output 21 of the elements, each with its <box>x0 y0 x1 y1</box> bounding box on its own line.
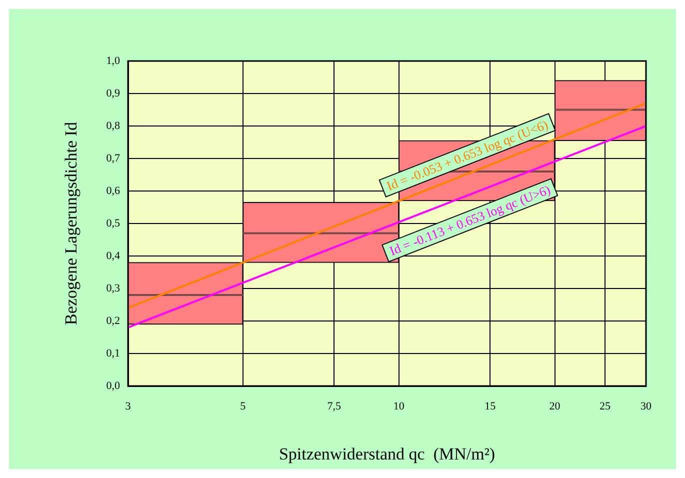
y-tick-label: 0,2 <box>106 314 120 327</box>
y-tick-label: 0,0 <box>106 380 120 392</box>
y-tick-label: 1,0 <box>106 54 120 67</box>
x-tick-label: 20 <box>549 400 561 412</box>
x-axis-title: Spitzenwiderstand qc (MN/m²) <box>278 444 496 464</box>
y-tick-label: 0,6 <box>106 184 120 197</box>
x-tick-label: 25 <box>599 400 611 412</box>
x-tick-label: 30 <box>640 400 652 412</box>
y-axis-title: Bezogene Lagerungsdichte Id <box>62 122 81 325</box>
y-tick-label: 0,7 <box>106 152 120 164</box>
y-tick-label: 0,5 <box>106 217 120 230</box>
y-tick-label: 0,3 <box>106 282 120 294</box>
y-tick-label: 0,9 <box>106 87 120 100</box>
y-tick-label: 0,8 <box>106 120 120 132</box>
y-tick-label: 0,1 <box>106 347 120 360</box>
y-tick-label: 0,4 <box>106 250 120 262</box>
x-tick-label: 15 <box>484 400 496 412</box>
x-tick-label: 7,5 <box>327 400 342 412</box>
x-tick-label: 5 <box>240 400 246 412</box>
x-tick-label: 10 <box>393 400 405 412</box>
x-tick-label: 3 <box>125 400 132 412</box>
